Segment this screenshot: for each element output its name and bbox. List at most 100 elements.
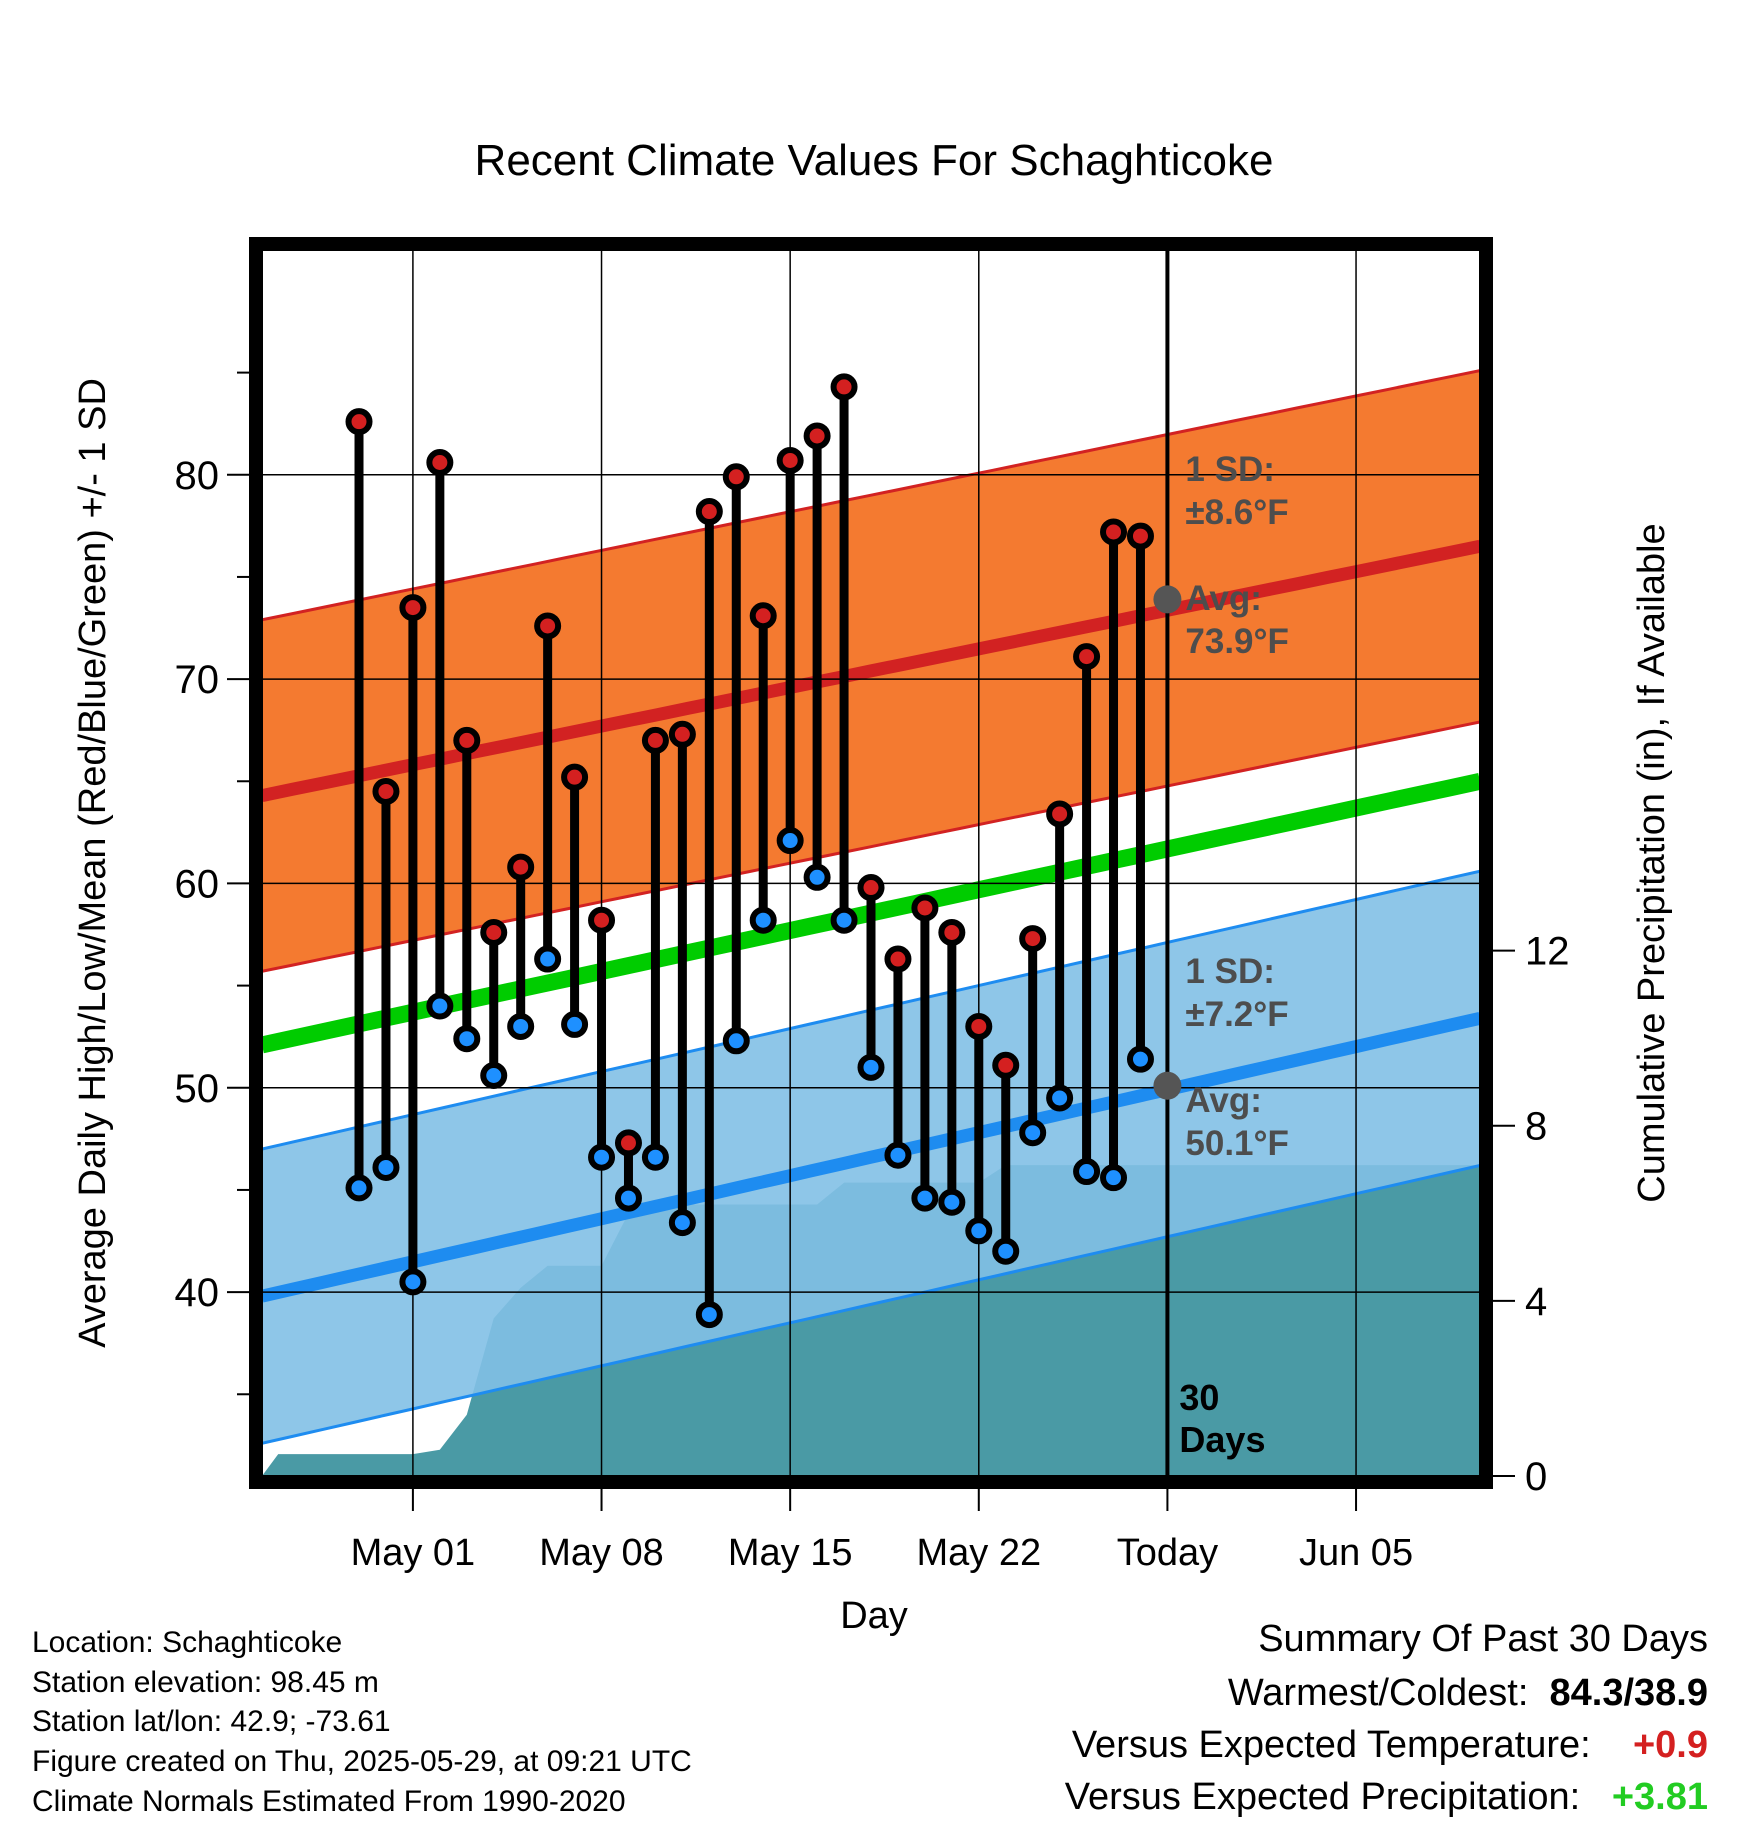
plot-frame [249,237,1493,1489]
obs-high-point [1019,925,1047,953]
obs-high-point [345,408,373,436]
y2-tick-label: 4 [1525,1280,1547,1324]
obs-low-point [453,1025,481,1053]
summary-heading: Summary Of Past 30 Days [1258,1618,1708,1660]
obs-high-point [776,446,804,474]
obs-low-point [965,1217,993,1245]
low-avg-label: Avg: [1185,1081,1261,1120]
obs-low-point [426,992,454,1020]
high-sd-label: 1 SD: [1185,450,1274,489]
observations [345,373,1154,1329]
axes: 40 50 60 70 80 0 4 8 12 May 01 May 08 May 15 May 22 T… [175,371,1570,1574]
obs-low-point [372,1153,400,1181]
obs-low-point [884,1141,912,1169]
y-tick-label: 60 [175,862,220,906]
obs-high-point [534,612,562,640]
obs-high-point [857,874,885,902]
summary-warm-cold: Warmest/Coldest: 84.3/38.9 [1228,1672,1708,1715]
obs-high-point [965,1012,993,1040]
obs-high-point [507,853,535,881]
obs-low-point [561,1010,589,1038]
summary-warm-cold-value: 84.3/38.9 [1549,1672,1708,1714]
obs-low-point [345,1174,373,1202]
obs-high-point [588,906,616,934]
obs-low-point [641,1143,669,1171]
today-high-normal-dot [1153,585,1182,614]
obs-high-point [1073,643,1101,671]
today-days-label: Days [1179,1419,1265,1460]
x-tick-label: Jun 05 [1299,1532,1413,1574]
obs-high-point [695,498,723,526]
high-sd-band-upper-edge [262,369,1480,622]
y2-axis-label: Cumulative Precipitation (in), If Availa… [1631,523,1673,1202]
footer-location: Location: Schaghticoke [32,1626,343,1659]
high-sd-value: ±8.6°F [1185,493,1288,532]
obs-low-point [911,1184,939,1212]
x-tick-label: Today [1117,1532,1218,1574]
x-axis-label: Day [840,1595,908,1637]
y2-tick-label: 8 [1525,1105,1547,1149]
y2-tick-label: 12 [1525,930,1570,974]
obs-high-point [884,945,912,973]
obs-high-point [453,726,481,754]
normal-labels: 1 SD: ±8.6°F Avg: 73.9°F 1 SD: ±7.2°F Avg: 50.1… [1153,450,1289,1163]
summary-precip-value: +3.81 [1611,1776,1708,1818]
obs-low-point [534,945,562,973]
obs-low-point [668,1209,696,1237]
obs-low-point [1073,1158,1101,1186]
today-low-normal-dot [1153,1071,1182,1100]
obs-low-point [480,1062,508,1090]
footer-latlon: Station lat/lon: 42.9; -73.61 [32,1705,391,1738]
footer-normals: Climate Normals Estimated From 1990-2020 [32,1785,626,1818]
low-sd-value: ±7.2°F [1185,995,1288,1034]
plot-area [262,250,1480,1476]
obs-low-point [588,1143,616,1171]
obs-low-point [776,827,804,855]
obs-high-point [1100,518,1128,546]
low-mean-line [262,1011,1480,1303]
precipitation-area [262,1165,1480,1476]
low-sd-band-lower-edge [262,1163,1480,1445]
x-tick-label: May 08 [539,1532,664,1574]
obs-low-point [938,1188,966,1216]
high-avg-label: Avg: [1185,579,1261,618]
obs-high-point [722,463,750,491]
high-avg-value: 73.9°F [1185,622,1289,661]
x-tick-label: May 01 [351,1532,476,1574]
obs-high-point [668,720,696,748]
precip-area [262,1165,1480,1476]
obs-high-point [830,373,858,401]
summary-precip: Versus Expected Precipitation: +3.81 [1065,1776,1708,1819]
obs-high-point [803,422,831,450]
obs-high-point [426,449,454,477]
summary-temp-value: +0.9 [1632,1724,1708,1766]
obs-high-point [911,894,939,922]
today-days-number: 30 [1179,1377,1219,1418]
obs-low-point [1126,1045,1154,1073]
x-tick-label: May 22 [916,1532,1041,1574]
footer-elevation: Station elevation: 98.45 m [32,1666,379,1699]
obs-low-point [507,1012,535,1040]
obs-low-point [399,1268,427,1296]
y-axis-label: Average Daily High/Low/Mean (Red/Blue/Gr… [72,378,114,1348]
y2-tick-label: 0 [1525,1455,1547,1499]
obs-low-point [857,1053,885,1081]
obs-high-point [641,726,669,754]
obs-low-point [722,1027,750,1055]
obs-high-point [1046,800,1074,828]
obs-low-point [1019,1119,1047,1147]
obs-low-point [1100,1164,1128,1192]
y-tick-label: 50 [175,1067,220,1111]
y-tick-label: 70 [175,658,220,702]
x-tick-label: May 15 [728,1532,853,1574]
summary-precip-label: Versus Expected Precipitation: [1064,1776,1581,1818]
obs-low-point [992,1237,1020,1265]
footer-created: Figure created on Thu, 2025-05-29, at 09… [32,1745,692,1778]
obs-low-point [803,863,831,891]
obs-low-point [1046,1084,1074,1112]
obs-high-point [372,777,400,805]
obs-low-point [614,1184,642,1212]
obs-low-point [749,906,777,934]
chart-title: Recent Climate Values For Schaghticoke [475,136,1274,185]
